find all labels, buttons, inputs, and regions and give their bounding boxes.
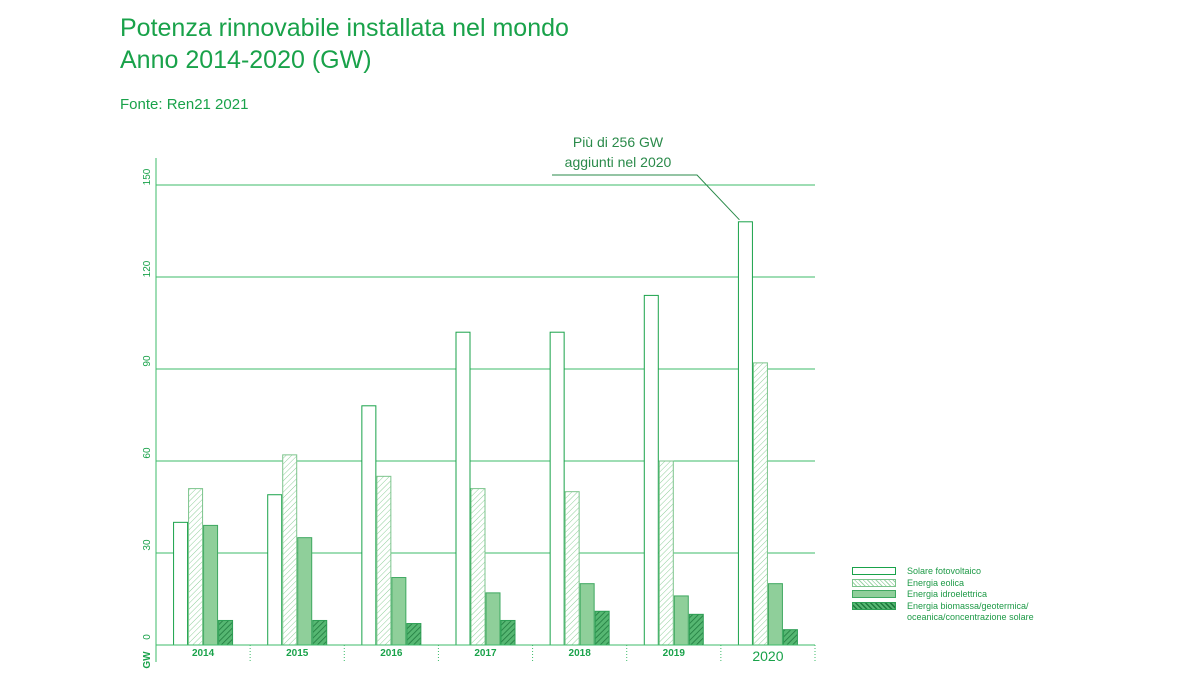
bar-2016-series-3 bbox=[391, 577, 407, 646]
legend-item: Energia eolica bbox=[852, 578, 1034, 590]
chart-title: Potenza rinnovabile installata nel mondo… bbox=[120, 12, 569, 76]
bar-2019-series-2 bbox=[658, 460, 674, 646]
y-tick-label: 90 bbox=[142, 355, 153, 367]
legend: Solare fotovoltaico Energia eolica Energia… bbox=[852, 566, 1034, 624]
y-axis-label: GW bbox=[142, 651, 153, 669]
legend-label: Energia biomassa/geotermica/oceanica/con… bbox=[907, 600, 1034, 623]
bar-2015-series-1 bbox=[267, 494, 283, 646]
bar-2014-series-1 bbox=[173, 521, 189, 646]
x-tick-label: 2015 bbox=[286, 648, 309, 659]
legend-item: Energia biomassa/geotermica/oceanica/con… bbox=[852, 601, 1034, 624]
bar-2016-series-1 bbox=[361, 405, 377, 646]
bar-2017-series-1 bbox=[455, 331, 471, 646]
bar-2018-series-2 bbox=[564, 491, 580, 646]
legend-swatch bbox=[852, 590, 896, 598]
annotation-label: Più di 256 GW aggiunti nel 2020 bbox=[548, 132, 688, 172]
bar-2020-series-1 bbox=[737, 221, 753, 646]
y-tick-label: 150 bbox=[142, 168, 153, 185]
x-tick-label: 2020 bbox=[752, 648, 783, 664]
annotation-line-2: aggiunti nel 2020 bbox=[564, 154, 672, 170]
bar-2015-series-2 bbox=[282, 454, 298, 646]
bar-2014-series-4 bbox=[218, 619, 234, 646]
annotation-line-1: Più di 256 GW bbox=[572, 134, 664, 150]
axis-layer: 0 30 60 90 120 150 GW 2014 2015 2016 2017 2018 2019 2… bbox=[142, 158, 816, 669]
bar-2020-series-4 bbox=[782, 629, 798, 646]
chart-title-line-2: Anno 2014-2020 (GW) bbox=[120, 46, 372, 74]
legend-label: Energia eolica bbox=[907, 577, 965, 588]
chart-title-line-1: Potenza rinnovabile installata nel mondo bbox=[120, 14, 569, 42]
x-tick-label: 2018 bbox=[569, 648, 592, 659]
bar-2015-series-3 bbox=[297, 537, 313, 646]
bar-2019-series-1 bbox=[643, 294, 659, 646]
annotation-leader-line bbox=[552, 174, 740, 221]
legend-swatch bbox=[852, 578, 896, 587]
bar-2015-series-4 bbox=[312, 619, 328, 646]
bar-2018-series-4 bbox=[594, 610, 610, 646]
y-tick-label: 0 bbox=[142, 634, 153, 640]
legend-label: Solare fotovoltaico bbox=[907, 566, 982, 576]
bar-2018-series-1 bbox=[549, 331, 565, 646]
y-tick-label: 30 bbox=[142, 539, 153, 551]
legend-item: Solare fotovoltaico bbox=[852, 566, 1034, 578]
y-tick-label: 60 bbox=[142, 447, 153, 459]
chart-source: Fonte: Ren21 2021 bbox=[120, 96, 249, 113]
legend-swatch bbox=[852, 601, 896, 610]
bar-2016-series-2 bbox=[376, 475, 392, 646]
legend-item: Energia idroelettrica bbox=[852, 589, 1034, 601]
bar-2017-series-3 bbox=[485, 592, 501, 646]
bar-2020-series-2 bbox=[752, 362, 768, 646]
bar-2019-series-3 bbox=[673, 595, 689, 646]
bar-2014-series-3 bbox=[203, 524, 219, 646]
bar-2014-series-2 bbox=[188, 488, 204, 646]
x-tick-label: 2016 bbox=[380, 648, 403, 659]
legend-label: Energia idroelettrica bbox=[907, 589, 988, 599]
x-tick-label: 2017 bbox=[474, 648, 497, 659]
bar-2017-series-4 bbox=[500, 619, 516, 646]
bar-2019-series-4 bbox=[688, 613, 704, 646]
bar-2018-series-3 bbox=[579, 583, 595, 646]
x-tick-label: 2019 bbox=[663, 648, 686, 659]
bar-2016-series-4 bbox=[406, 623, 422, 646]
y-tick-label: 120 bbox=[142, 260, 153, 277]
bars-layer bbox=[173, 221, 798, 646]
x-tick-label: 2014 bbox=[192, 648, 215, 659]
bar-2017-series-2 bbox=[470, 488, 486, 646]
grid-layer bbox=[156, 184, 815, 554]
legend-swatch bbox=[852, 567, 896, 575]
bar-2020-series-3 bbox=[767, 583, 783, 646]
